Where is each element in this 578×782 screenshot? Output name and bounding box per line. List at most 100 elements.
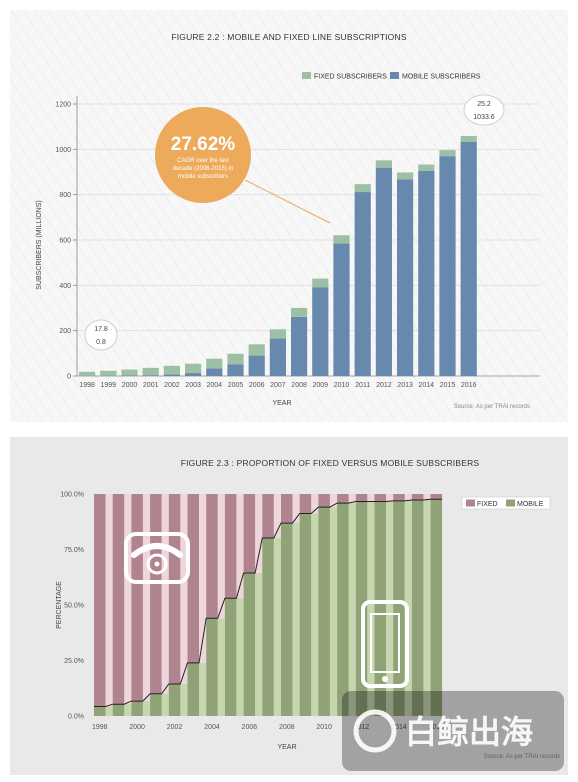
mobile-gap-stripe [329, 507, 338, 716]
mobile-bar [185, 373, 202, 376]
fixed-bar [206, 358, 223, 369]
x-tick-label: 2012 [376, 382, 392, 389]
x-tick-label: 2008 [279, 724, 295, 731]
x-tick-label: 2005 [228, 382, 244, 389]
mobile-bar [299, 513, 312, 716]
mobile-bar [375, 167, 392, 376]
legend-swatch-mobile [506, 499, 515, 507]
x-tick-label: 2012 [354, 724, 370, 731]
mobile-bar [131, 701, 143, 716]
mobile-bar [337, 503, 349, 716]
mobile-gap-stripe [124, 704, 132, 716]
x-tick-label: 2000 [122, 382, 138, 389]
y-tick-label: 600 [59, 238, 71, 245]
legend-label-mobile: MOBILE [517, 501, 544, 508]
x-tick-label: 2015 [440, 382, 456, 389]
mobile-gap-stripe [311, 513, 319, 716]
y-axis-label: PERCENTAGE [56, 581, 63, 629]
fixed-bar [281, 494, 293, 524]
fixed-bar [355, 494, 368, 502]
fixed-bar [142, 367, 159, 376]
fixed-bar [418, 164, 435, 171]
mobile-bar [281, 523, 293, 716]
fixed-gap-stripe [404, 494, 412, 501]
x-axis-label: YEAR [277, 744, 296, 751]
mobile-gap-stripe [199, 662, 207, 716]
fixed-bar [206, 494, 218, 619]
mobile-bar [312, 287, 329, 376]
telephone-icon [124, 532, 190, 584]
x-tick-label: 2002 [167, 724, 183, 731]
fixed-bar [375, 160, 392, 168]
fixed-gap-stripe [348, 494, 356, 504]
fixed-bar [439, 150, 456, 157]
fixed-bar [411, 494, 424, 500]
y-tick-label: 400 [59, 283, 71, 290]
fixed-gap-stripe [124, 494, 132, 705]
figure-2-3-title: FIGURE 2.3 : PROPORTION OF FIXED VERSUS … [181, 458, 480, 468]
fixed-gap-stripe [236, 494, 244, 599]
fixed-bar [150, 494, 162, 694]
x-tick-label: 2007 [270, 382, 286, 389]
callout-text-line: mobile subscribers [178, 174, 228, 180]
mobile-bar [333, 243, 350, 376]
mobile-gap-stripe [236, 598, 244, 716]
mobile-gap-stripe [348, 503, 356, 716]
end-fixed-value: 25.2 [477, 101, 491, 108]
fixed-bar [337, 494, 349, 504]
mobile-gap-stripe [273, 537, 281, 716]
x-tick-label: 1999 [101, 382, 117, 389]
legend-label-fixed: FIXED [477, 501, 498, 508]
mobile-gap-stripe [367, 501, 375, 716]
mobile-bar [206, 618, 218, 716]
fixed-gap-stripe [367, 494, 375, 502]
callout-text-line: CAGR over the last [177, 158, 229, 164]
x-tick-label: 2010 [334, 382, 350, 389]
mobile-bar [430, 499, 443, 716]
fixed-gap-stripe [423, 494, 431, 500]
fixed-gap-stripe [311, 494, 319, 514]
source-note: Source: As per TRAI records [454, 404, 530, 410]
fixed-bar [393, 494, 405, 501]
fixed-bar [333, 235, 350, 244]
fixed-bar [291, 307, 308, 317]
x-tick-label: 2000 [129, 724, 145, 731]
fixed-bar [121, 369, 138, 376]
y-tick-label: 25.0% [64, 658, 84, 665]
x-tick-label: 2011 [355, 382, 370, 389]
mobile-bar [168, 684, 181, 716]
fixed-bar [187, 494, 199, 663]
x-axis-label: YEAR [272, 400, 291, 407]
x-tick-label: 2016 [429, 724, 445, 731]
y-tick-label: 1000 [55, 147, 71, 154]
fixed-gap-stripe [273, 494, 281, 538]
mobile-bar [224, 598, 237, 716]
watermark: 白鲸出海 [342, 691, 564, 771]
callout-circle [155, 107, 251, 203]
fixed-gap-stripe [329, 494, 338, 508]
end-mobile-value: 1033.6 [473, 114, 495, 121]
x-tick-label: 2001 [143, 382, 159, 389]
figure-2-2-title: FIGURE 2.2 : MOBILE AND FIXED LINE SUBSC… [171, 32, 407, 42]
mobile-bar [291, 316, 308, 376]
source-note: Source: As per TRAI records [484, 754, 560, 760]
fixed-bar [374, 494, 386, 502]
start-fixed-value: 17.8 [94, 326, 108, 333]
mobile-gap-stripe [180, 684, 188, 716]
y-tick-label: 0.0% [68, 714, 84, 721]
mobile-bar [439, 156, 456, 376]
y-axis-label: SUBSCRIBERS (MILLIONS) [36, 200, 43, 289]
y-tick-label: 75.0% [64, 547, 84, 554]
y-tick-label: 100.0% [60, 492, 84, 499]
mobile-bar [248, 355, 265, 376]
fixed-bar [168, 494, 181, 685]
fixed-bar [94, 494, 106, 707]
fixed-bar [185, 363, 202, 374]
start-value-bubble: 17.8 0.8 [84, 319, 118, 351]
fixed-bar [318, 494, 330, 508]
fixed-bar [269, 329, 286, 339]
x-tick-label: 2010 [316, 724, 332, 731]
mobile-bar [243, 573, 256, 716]
fixed-gap-stripe [142, 494, 151, 702]
legend-swatch-fixed [302, 72, 311, 79]
